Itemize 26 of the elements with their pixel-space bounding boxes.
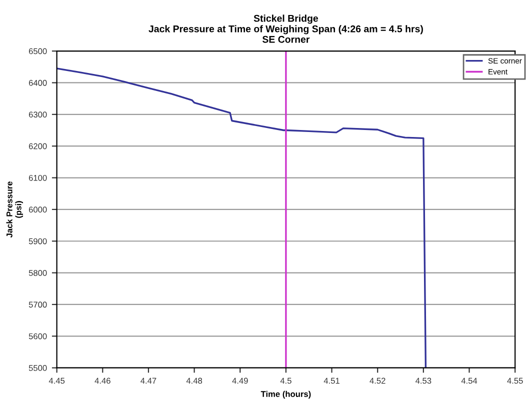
x-axis-title: Time (hours) [260, 390, 311, 399]
y-tick-label: 6000 [28, 206, 47, 213]
y-tick-label: 6200 [28, 143, 47, 150]
x-tick-label: 4.55 [507, 378, 523, 384]
x-tick-label: 4.48 [186, 378, 202, 384]
y-tick-label: 5900 [28, 238, 47, 244]
y-tick-label: 6400 [28, 80, 47, 86]
x-tick-label: 4.5 [280, 378, 292, 384]
x-tick-label: 4.45 [48, 378, 65, 384]
x-tick-label: 4.46 [94, 378, 110, 384]
chart-title: Stickel Bridge Jack Pressure at Time of Weighing Span (4:26 am = 4.5 hrs) SE Corner [148, 14, 423, 43]
y-axis-title: Jack Pressure (psi) [6, 181, 24, 238]
y-tick-label: 6100 [28, 174, 47, 181]
y-tick-label: 5700 [28, 302, 47, 308]
x-tick-label: 4.49 [232, 378, 248, 384]
x-tick-label: 4.54 [461, 378, 478, 384]
y-tick-label: 6500 [28, 48, 47, 54]
x-tick-label: 4.51 [324, 378, 340, 384]
line-series [56, 68, 427, 368]
y-tick-label: 6300 [28, 112, 47, 118]
y-tick-label: 5800 [28, 270, 47, 276]
y-tick-label: 5500 [28, 365, 47, 371]
y-tick-label: 5600 [28, 333, 47, 340]
x-tick-label: 4.52 [370, 378, 386, 384]
x-tick-label: 4.47 [140, 378, 156, 384]
x-tick-label: 4.53 [416, 378, 432, 384]
